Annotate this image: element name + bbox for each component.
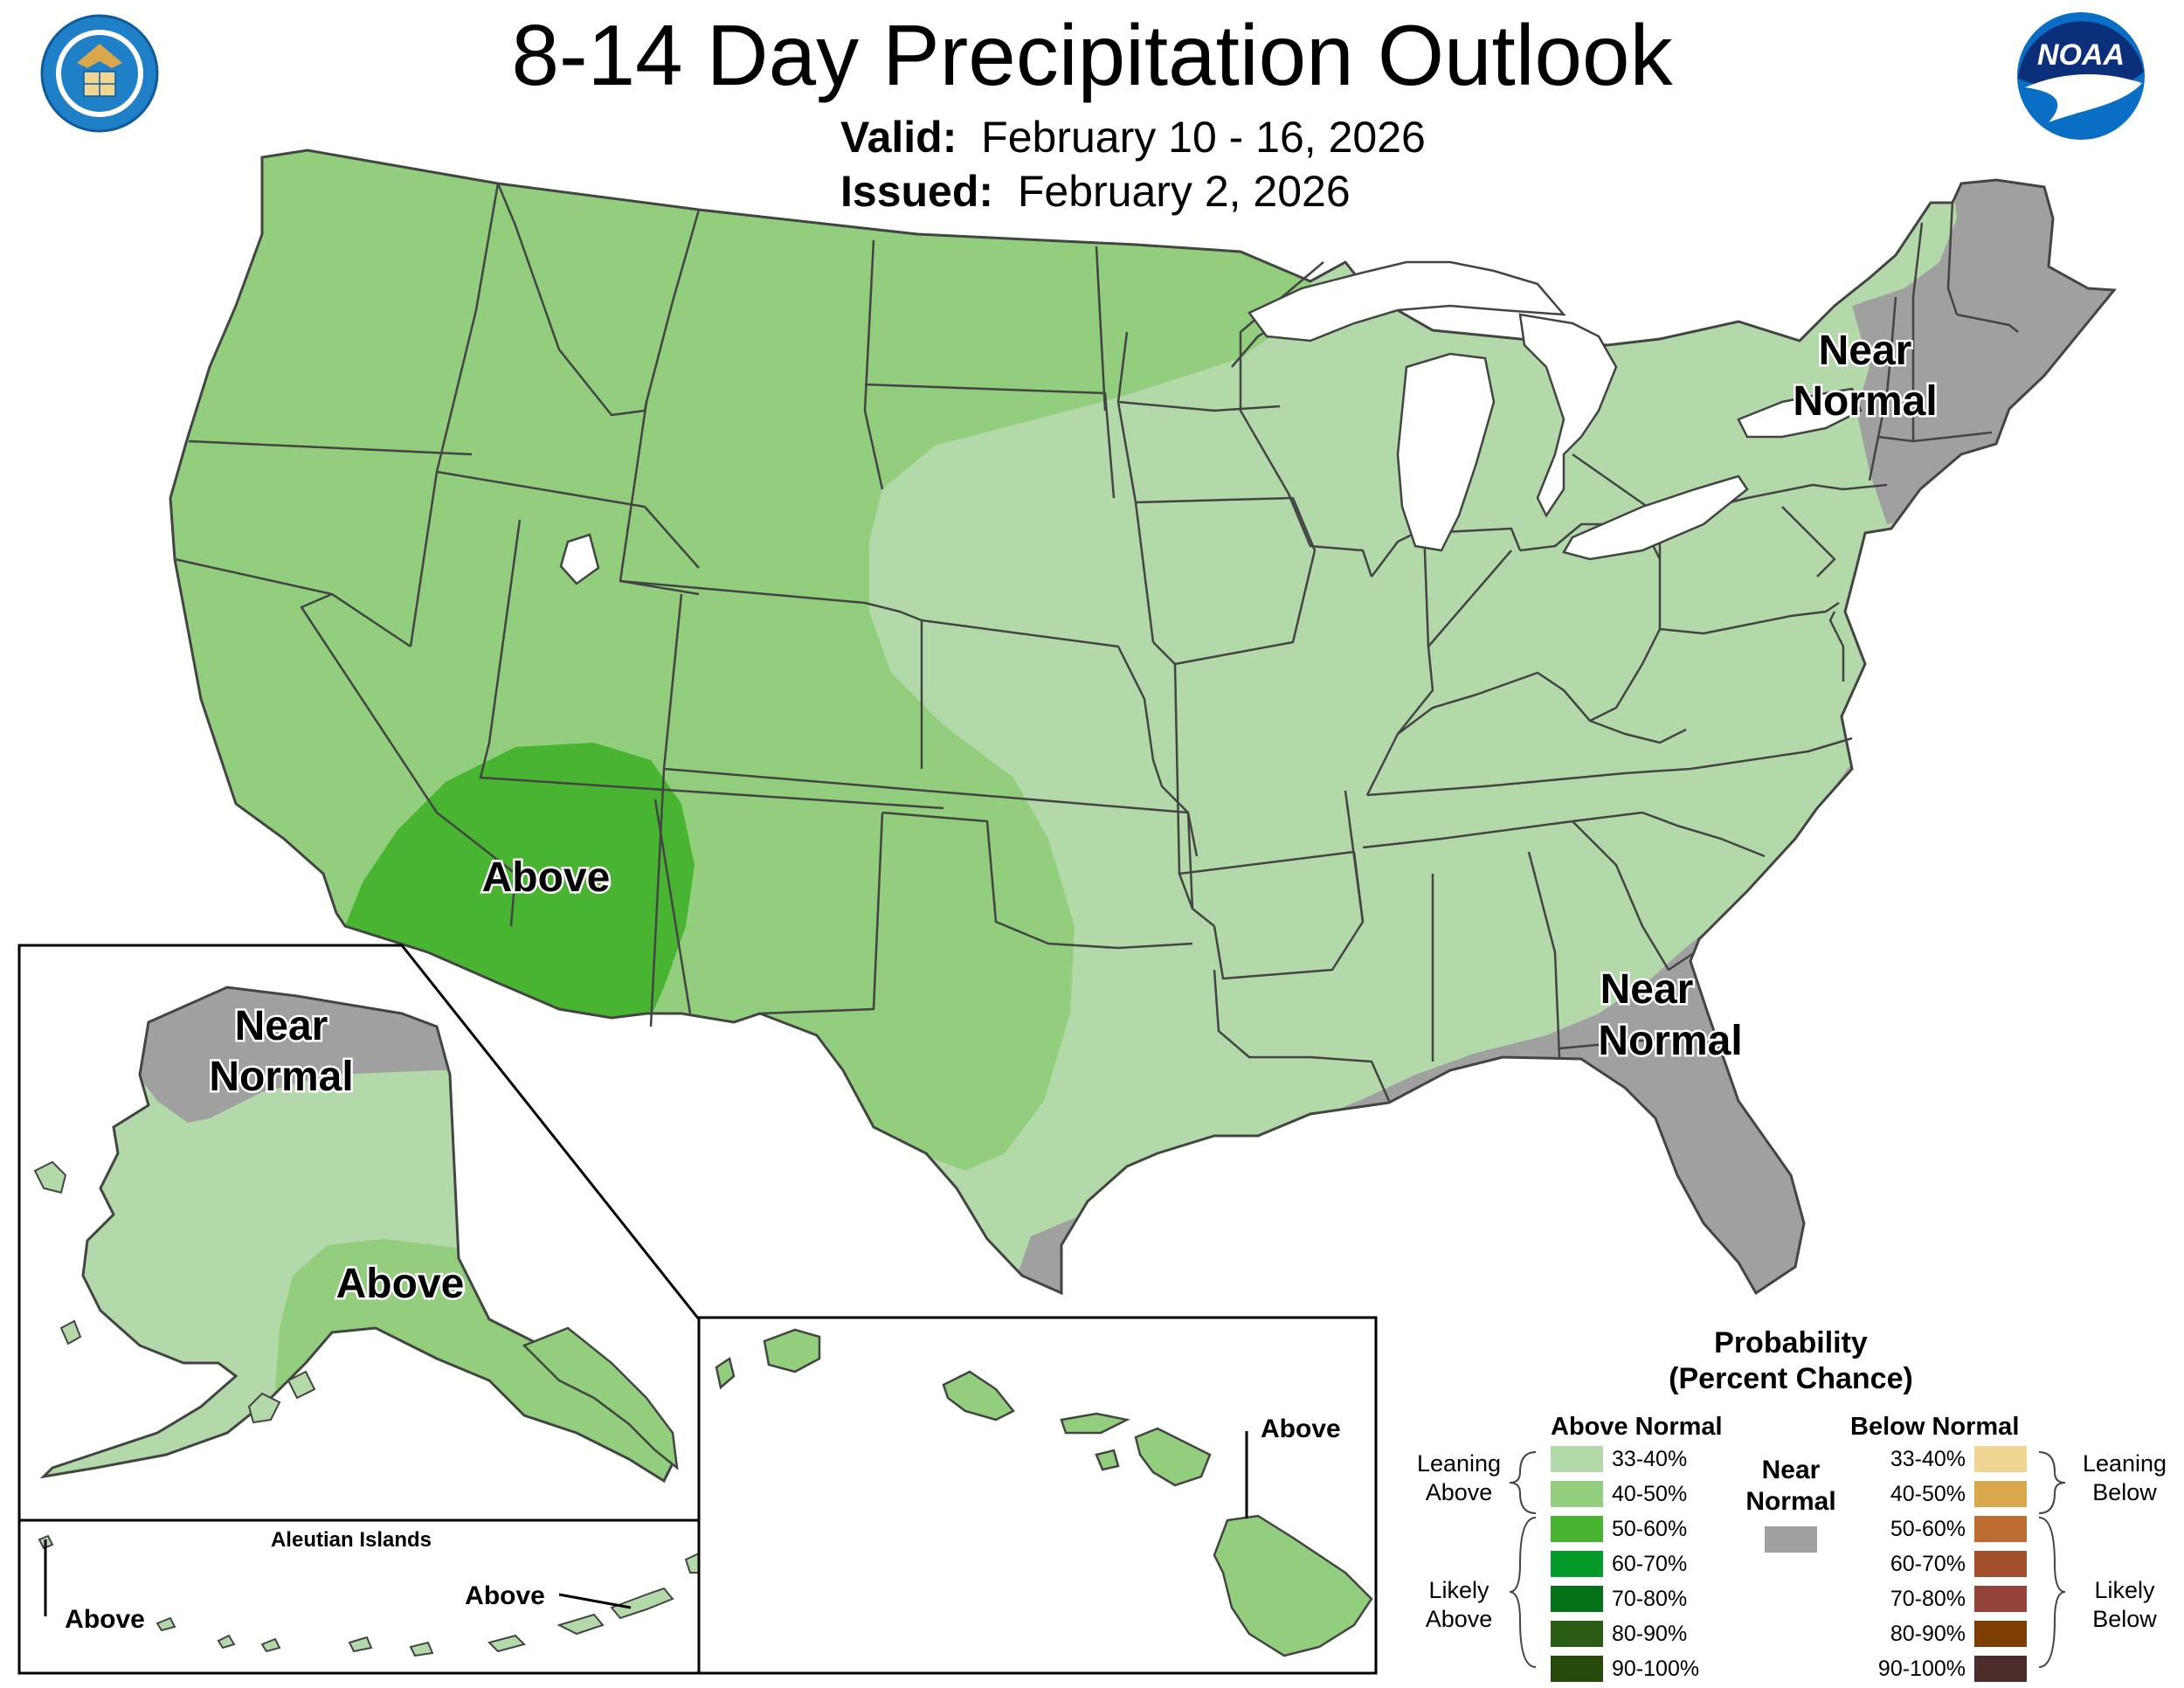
above-legend-label-6: 80-90% (1612, 1622, 1688, 1646)
above-legend-swatch-7 (1551, 1656, 1603, 1682)
issued-date: Issued: February 2, 2026 (840, 167, 1351, 216)
above-legend-swatch-4 (1551, 1551, 1603, 1577)
state-boundaries (174, 183, 2019, 1102)
above-legend-label-3: 50-60% (1612, 1517, 1688, 1541)
above-legend-swatch-6 (1551, 1621, 1603, 1647)
great-lakes (559, 260, 1863, 585)
above-legend-swatch-5 (1551, 1586, 1603, 1612)
above-legend-label-2: 40-50% (1612, 1482, 1688, 1506)
alaska-islands (33, 1160, 316, 1424)
northeast-near-label-1: Near (1819, 328, 1912, 374)
commerce-seal-icon (40, 14, 159, 133)
southeast-near-label-1: Near (1600, 966, 1694, 1013)
above-legend-label-1: 33-40% (1612, 1447, 1688, 1471)
above-legend-label-7: 90-100% (1612, 1657, 1700, 1681)
alaska-above-label: Above (336, 1261, 465, 1307)
hawaii-islands (715, 1328, 1373, 1657)
below-legend-swatch-3 (1974, 1516, 2027, 1542)
legend-title-2: (Percent Chance) (1669, 1362, 1913, 1395)
near-normal-label: Near Normal (1745, 1456, 1836, 1516)
noaa-logo-text: NOAA (2037, 38, 2125, 72)
below-legend-swatch-1 (1974, 1446, 2027, 1472)
aleutian-above-east-label: Above (465, 1581, 545, 1610)
below-legend-label-7: 90-100% (1877, 1657, 1966, 1681)
legend-title-1: Probability (1714, 1326, 1868, 1359)
above-legend-swatch-1 (1551, 1446, 1603, 1472)
hawaii-above-label: Above (1261, 1415, 1341, 1443)
below-legend-swatch-4 (1974, 1551, 2027, 1577)
below-legend-swatch-7 (1974, 1656, 2027, 1682)
hawaii-inset: Above (697, 1316, 1378, 1675)
leaning-below-label: Leaning Below (2082, 1450, 2167, 1505)
below-legend-label-1: 33-40% (1890, 1447, 1966, 1471)
near-normal-swatch (1765, 1526, 1817, 1553)
below-legend-label-2: 40-50% (1890, 1482, 1966, 1506)
alaska-near-label-2: Normal (209, 1054, 353, 1100)
alaska-near-label-1: Near (235, 1003, 328, 1049)
noaa-logo-icon: NOAA (2017, 12, 2145, 140)
above-legend-label-5: 70-80% (1612, 1587, 1688, 1611)
below-legend-label-4: 60-70% (1890, 1552, 1966, 1576)
aleutian-title: Aleutian Islands (271, 1528, 432, 1552)
above-normal-header: Above Normal (1551, 1413, 1723, 1441)
likely-below-label: Likely Below (2092, 1577, 2157, 1632)
below-legend-swatch-6 (1974, 1621, 2027, 1647)
above-legend-swatch-3 (1551, 1516, 1603, 1542)
alaska-inset: Near Normal Above (17, 944, 701, 1522)
map-title: 8-14 Day Precipitation Outlook (511, 7, 1673, 103)
below-normal-header: Below Normal (1850, 1413, 2020, 1441)
below-legend-label-6: 80-90% (1890, 1622, 1966, 1646)
southeast-near-label-2: Normal (1598, 1018, 1742, 1064)
below-legend-swatch-5 (1974, 1586, 2027, 1612)
northeast-near-label-2: Normal (1793, 378, 1937, 425)
aleutian-above-west-label: Above (65, 1605, 145, 1634)
valid-dates: Valid: February 10 - 16, 2026 (840, 113, 1426, 162)
above-legend-label-4: 60-70% (1612, 1552, 1688, 1576)
below-legend-label-5: 70-80% (1890, 1587, 1966, 1611)
likely-above-label: Likely Above (1425, 1577, 1493, 1632)
below-legend-swatch-2 (1974, 1481, 2027, 1507)
aleutian-inset: Aleutian Islands Above Above (17, 1519, 701, 1675)
west-above-region (170, 150, 1310, 1171)
conus-above-label: Above (482, 854, 611, 901)
below-legend-label-3: 50-60% (1890, 1517, 1966, 1541)
above-legend-swatch-2 (1551, 1481, 1603, 1507)
alaska-panhandle (522, 1326, 679, 1470)
leaning-above-label: Leaning Above (1416, 1450, 1502, 1505)
